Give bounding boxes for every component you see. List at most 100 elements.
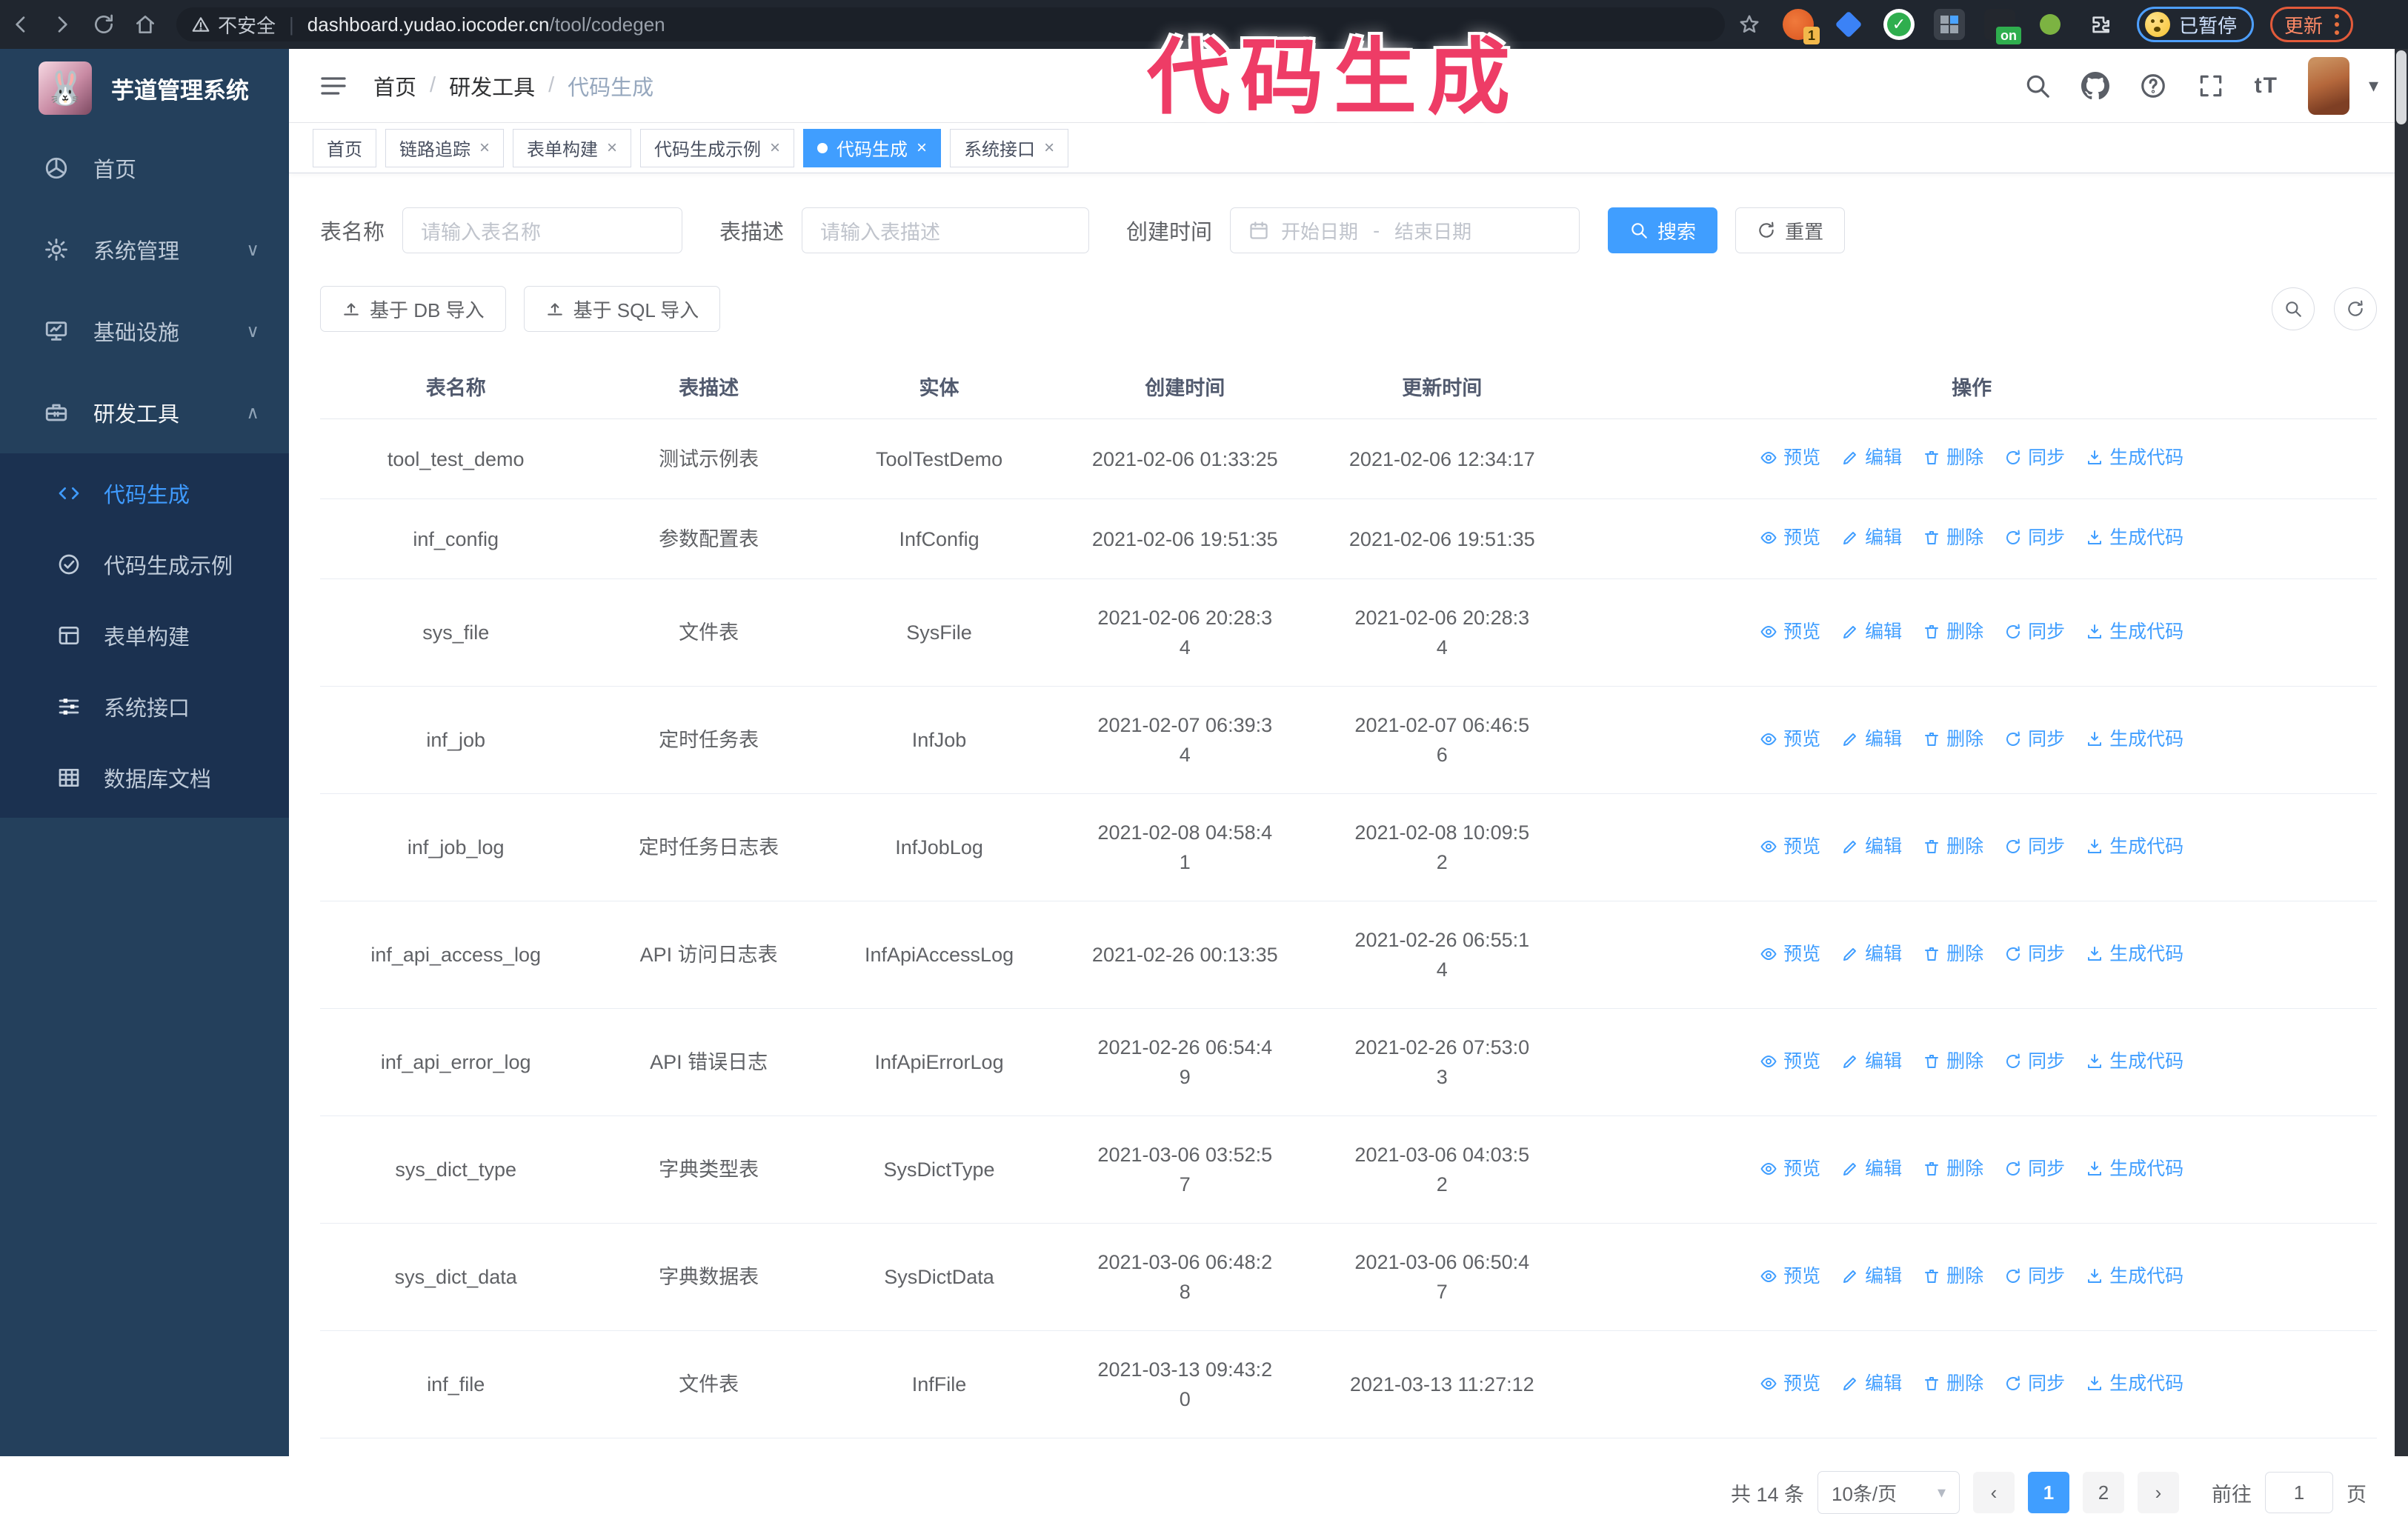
close-icon[interactable]: × xyxy=(917,137,928,158)
reset-button[interactable]: 重置 xyxy=(1735,207,1846,253)
action-同步[interactable]: 同步 xyxy=(2004,939,2065,969)
bookmark-star-icon[interactable] xyxy=(1738,13,1760,36)
action-预览[interactable]: 预览 xyxy=(1760,617,1820,647)
sidebar-item-基础设施[interactable]: 基础设施 ∨ xyxy=(0,290,289,372)
action-编辑[interactable]: 编辑 xyxy=(1841,939,1902,969)
toggle-search-button[interactable] xyxy=(2272,287,2315,330)
action-预览[interactable]: 预览 xyxy=(1760,443,1820,473)
help-icon[interactable] xyxy=(2139,72,2167,100)
hamburger-icon[interactable] xyxy=(319,71,348,101)
import-db-button[interactable]: 基于 DB 导入 xyxy=(320,286,506,332)
extension-icon[interactable] xyxy=(1934,9,1965,40)
action-预览[interactable]: 预览 xyxy=(1760,939,1820,969)
action-编辑[interactable]: 编辑 xyxy=(1841,1154,1902,1184)
avatar[interactable] xyxy=(2307,56,2349,115)
action-预览[interactable]: 预览 xyxy=(1760,1154,1820,1184)
action-编辑[interactable]: 编辑 xyxy=(1841,832,1902,861)
goto-page-input[interactable]: 1 xyxy=(2265,1472,2333,1513)
extension-icon[interactable]: 1 xyxy=(1783,9,1820,44)
next-page-button[interactable]: › xyxy=(2138,1472,2179,1513)
refresh-table-button[interactable] xyxy=(2334,287,2377,330)
tab-代码生成[interactable]: 代码生成 × xyxy=(803,128,942,167)
action-预览[interactable]: 预览 xyxy=(1760,1047,1820,1076)
action-删除[interactable]: 删除 xyxy=(1923,523,1983,553)
sidebar-subitem-代码生成[interactable]: 代码生成 xyxy=(0,458,289,529)
breadcrumb-item[interactable]: 研发工具 xyxy=(449,76,536,100)
action-生成代码[interactable]: 生成代码 xyxy=(2086,724,2184,754)
sidebar-subitem-代码生成示例[interactable]: 代码生成示例 xyxy=(0,529,289,600)
action-删除[interactable]: 删除 xyxy=(1923,443,1983,473)
table-desc-input[interactable]: 请输入表描述 xyxy=(802,207,1090,253)
action-同步[interactable]: 同步 xyxy=(2004,1261,2065,1291)
search-button[interactable]: 搜索 xyxy=(1608,207,1718,253)
paused-extension-chip[interactable]: 已暂停 xyxy=(2137,7,2255,42)
sidebar-item-研发工具[interactable]: 研发工具 ∧ xyxy=(0,372,289,453)
action-同步[interactable]: 同步 xyxy=(2004,1369,2065,1398)
page-scrollbar[interactable] xyxy=(2395,49,2408,1456)
chevron-down-icon[interactable]: ▾ xyxy=(2368,74,2378,96)
action-预览[interactable]: 预览 xyxy=(1760,1369,1820,1398)
close-icon[interactable]: × xyxy=(770,137,781,158)
fullscreen-icon[interactable] xyxy=(2197,72,2225,100)
action-删除[interactable]: 删除 xyxy=(1923,1154,1983,1184)
font-size-icon[interactable]: tT xyxy=(2254,73,2278,98)
action-生成代码[interactable]: 生成代码 xyxy=(2086,1047,2184,1076)
extensions-puzzle-icon[interactable] xyxy=(2085,9,2116,40)
action-同步[interactable]: 同步 xyxy=(2004,617,2065,647)
scrollbar-thumb[interactable] xyxy=(2396,50,2407,124)
action-生成代码[interactable]: 生成代码 xyxy=(2086,523,2184,553)
action-编辑[interactable]: 编辑 xyxy=(1841,617,1902,647)
browser-back-button[interactable] xyxy=(0,4,41,45)
close-icon[interactable]: × xyxy=(1044,137,1055,158)
tab-首页[interactable]: 首页 xyxy=(313,128,376,167)
browser-forward-button[interactable] xyxy=(41,4,83,45)
action-生成代码[interactable]: 生成代码 xyxy=(2086,1261,2184,1291)
page-size-select[interactable]: 10条/页 ▾ xyxy=(1817,1471,1960,1514)
close-icon[interactable]: × xyxy=(607,137,618,158)
tab-表单构建[interactable]: 表单构建 × xyxy=(513,128,632,167)
page-button-1[interactable]: 1 xyxy=(2028,1472,2069,1513)
sidebar-item-首页[interactable]: 首页 xyxy=(0,127,289,209)
extension-icon[interactable]: on xyxy=(1984,9,2021,44)
extension-icon[interactable]: ✓ xyxy=(1883,9,1915,40)
sidebar-subitem-表单构建[interactable]: 表单构建 xyxy=(0,600,289,671)
action-编辑[interactable]: 编辑 xyxy=(1841,724,1902,754)
action-编辑[interactable]: 编辑 xyxy=(1841,523,1902,553)
action-删除[interactable]: 删除 xyxy=(1923,724,1983,754)
action-删除[interactable]: 删除 xyxy=(1923,1047,1983,1076)
address-bar[interactable]: 不安全 | dashboard.yudao.iocoder.cn/tool/co… xyxy=(176,7,1725,41)
action-同步[interactable]: 同步 xyxy=(2004,443,2065,473)
action-删除[interactable]: 删除 xyxy=(1923,1369,1983,1398)
sidebar-subitem-系统接口[interactable]: 系统接口 xyxy=(0,671,289,742)
browser-reload-button[interactable] xyxy=(83,4,124,45)
action-删除[interactable]: 删除 xyxy=(1923,617,1983,647)
header-search-icon[interactable] xyxy=(2023,72,2052,100)
extension-icon[interactable] xyxy=(1833,9,1864,40)
action-预览[interactable]: 预览 xyxy=(1760,1261,1820,1291)
tab-链路追踪[interactable]: 链路追踪 × xyxy=(385,128,505,167)
action-预览[interactable]: 预览 xyxy=(1760,832,1820,861)
action-删除[interactable]: 删除 xyxy=(1923,939,1983,969)
sidebar-item-系统管理[interactable]: 系统管理 ∨ xyxy=(0,209,289,290)
tab-代码生成示例[interactable]: 代码生成示例 × xyxy=(640,128,795,167)
security-chip[interactable]: 不安全 xyxy=(191,11,276,39)
extension-icon[interactable] xyxy=(2035,9,2066,40)
sidebar-subitem-数据库文档[interactable]: 数据库文档 xyxy=(0,742,289,813)
action-编辑[interactable]: 编辑 xyxy=(1841,1369,1902,1398)
table-name-input[interactable]: 请输入表名称 xyxy=(402,207,683,253)
action-同步[interactable]: 同步 xyxy=(2004,1154,2065,1184)
action-同步[interactable]: 同步 xyxy=(2004,832,2065,861)
browser-home-button[interactable] xyxy=(124,4,166,45)
page-button-2[interactable]: 2 xyxy=(2083,1472,2124,1513)
action-编辑[interactable]: 编辑 xyxy=(1841,443,1902,473)
action-生成代码[interactable]: 生成代码 xyxy=(2086,617,2184,647)
action-预览[interactable]: 预览 xyxy=(1760,523,1820,553)
close-icon[interactable]: × xyxy=(479,137,490,158)
action-生成代码[interactable]: 生成代码 xyxy=(2086,1154,2184,1184)
action-编辑[interactable]: 编辑 xyxy=(1841,1261,1902,1291)
action-删除[interactable]: 删除 xyxy=(1923,832,1983,861)
action-同步[interactable]: 同步 xyxy=(2004,523,2065,553)
date-range-picker[interactable]: 开始日期 - 结束日期 xyxy=(1230,207,1580,253)
action-同步[interactable]: 同步 xyxy=(2004,1047,2065,1076)
prev-page-button[interactable]: ‹ xyxy=(1973,1472,2015,1513)
